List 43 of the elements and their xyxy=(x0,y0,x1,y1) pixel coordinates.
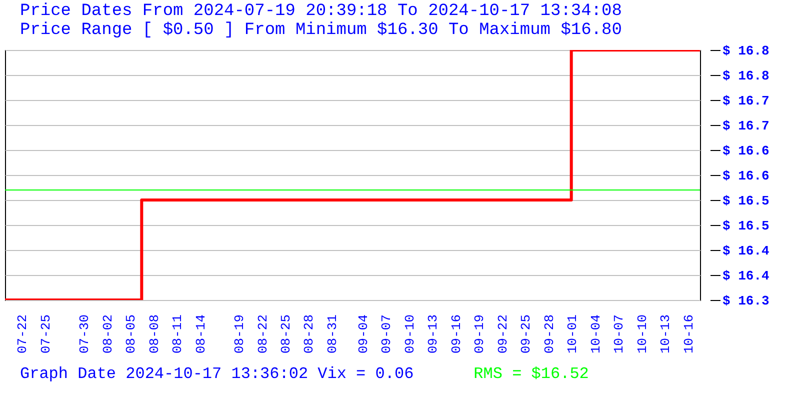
y-tick-label: $ 16.6 xyxy=(722,144,770,158)
x-tick-label: 08-31 xyxy=(324,314,340,354)
x-tick-label: 08-05 xyxy=(124,314,139,354)
x-tick-label: 09-25 xyxy=(518,314,534,354)
x-tick-label: 10-16 xyxy=(681,314,696,354)
x-tick-label: 10-01 xyxy=(565,314,580,354)
x-tick-label: 09-22 xyxy=(495,314,510,354)
y-tick-label: $ 16.7 xyxy=(722,94,770,108)
chart-subtitle: Price Range [ $0.50 ] From Minimum $16.30 To Maximum $16.80 xyxy=(20,21,622,40)
x-tick-label: 08-22 xyxy=(255,314,270,354)
x-tick-label: 10-13 xyxy=(658,314,674,354)
y-tick-label: $ 16.8 xyxy=(722,44,770,58)
y-tick-label: $ 16.7 xyxy=(722,118,770,134)
x-tick-label: 08-28 xyxy=(302,314,317,354)
y-tick-label: $ 16.4 xyxy=(722,244,770,258)
y-tick-label: $ 16.6 xyxy=(722,168,770,184)
x-tick-label: 08-14 xyxy=(193,314,208,354)
x-tick-label: 10-04 xyxy=(588,314,604,354)
text: RMS = $16.52 xyxy=(474,365,589,383)
x-tick-label: 09-04 xyxy=(356,314,371,354)
y-tick-label: $ 16.8 xyxy=(722,68,770,84)
x-tick-label: 08-11 xyxy=(170,314,186,354)
y-tick-label: $ 16.5 xyxy=(722,194,770,208)
x-tick-label: 09-13 xyxy=(426,314,441,354)
x-tick-label: 08-02 xyxy=(100,314,116,354)
x-tick-label: 08-25 xyxy=(278,314,294,354)
text: Graph Date 2024-10-17 13:36:02 Vix = 0.06 xyxy=(20,365,414,383)
y-tick-label: $ 16.5 xyxy=(722,218,770,234)
x-tick-label: 09-16 xyxy=(448,314,464,354)
x-tick-label: 10-10 xyxy=(634,314,650,354)
x-tick-label: 07-25 xyxy=(38,314,54,354)
x-tick-label: 07-30 xyxy=(77,314,92,354)
x-tick-label: 08-08 xyxy=(146,314,162,354)
x-tick-label: 09-28 xyxy=(542,314,557,354)
x-tick-label: 08-19 xyxy=(232,314,248,354)
x-tick-label: 09-10 xyxy=(402,314,418,354)
y-tick-label: $ 16.3 xyxy=(722,294,770,308)
x-tick-label: 10-07 xyxy=(612,314,627,354)
x-tick-label: 07-22 xyxy=(15,314,30,354)
chart-title: Price Dates From 2024-07-19 20:39:18 To 2024-10-17 13:34:08 xyxy=(20,2,622,21)
x-tick-label: 09-07 xyxy=(379,314,394,354)
y-tick-label: $ 16.4 xyxy=(722,268,770,284)
x-tick-label: 09-19 xyxy=(472,314,488,354)
